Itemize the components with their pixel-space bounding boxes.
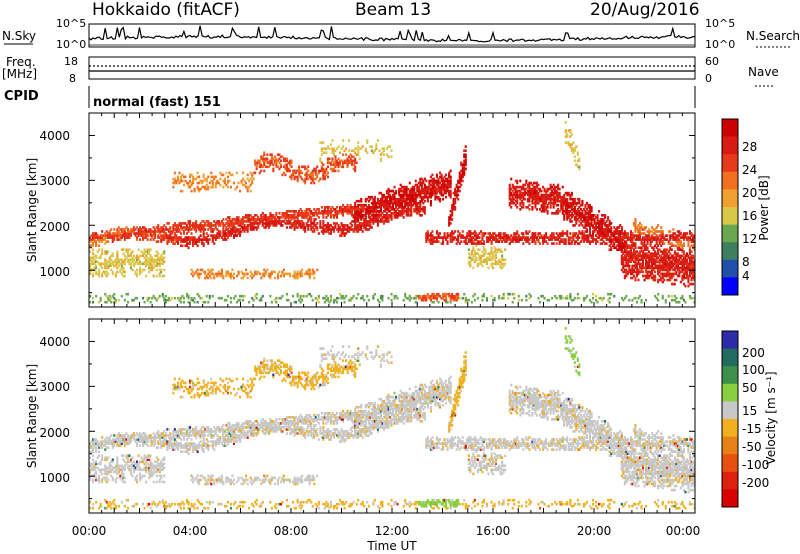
noise-sky-line [88,25,696,43]
vel-cb-15: 15 [742,404,757,418]
noise-search-label: N.Search [746,29,800,43]
power-colorbar-swatch [722,171,738,190]
vel-cb-m15: -15 [742,422,762,436]
vel-cb-200: 200 [742,346,765,360]
power-colorbar-swatch [722,277,738,296]
frequency-panel: Freq. [MHz] 18 8 60 0 Nave [2,55,779,87]
velocity-colorbar-swatch [722,348,738,367]
velocity-panel: Slant Range [km] 4000 3000 2000 1000 [25,318,696,514]
xtick-1600: 16:00 [476,524,511,538]
x-axis-labels: 00:00 04:00 08:00 12:00 16:00 20:00 00:0… [72,524,701,553]
velocity-heatmap-cells [89,327,695,510]
date-title: 20/Aug/2016 [590,0,700,20]
velocity-colorbar-swatch [722,489,738,508]
noise-tick-high-left: 10^5 [56,17,86,30]
power-colorbar-label: Power [dB] [757,175,771,240]
xtick-2400: 00:00 [666,524,701,538]
velocity-ytick-2000: 2000 [39,426,70,440]
cpid-text: normal (fast) 151 [93,95,221,110]
velocity-colorbar-swatch [722,331,738,349]
velocity-axes [88,318,696,513]
power-colorbar-swatch [722,119,738,137]
velocity-colorbar-swatch [722,401,738,420]
noise-sky-label: N.Sky [2,29,36,43]
nave-tick-low: 0 [705,72,712,85]
power-axes [88,112,696,307]
velocity-colorbar-swatch [722,419,738,437]
power-panel: Slant Range [km] 4000 3000 2000 1000 [25,112,696,308]
nave-tick-high: 60 [705,55,719,68]
vel-cb-100: 100 [742,363,765,377]
noise-tick-high-right: 10^5 [705,17,735,30]
velocity-colorbar-swatch [722,366,738,385]
velocity-colorbar: Velocity [m s⁻¹] 200 100 50 15 -15 -50 -… [721,330,778,508]
vel-cb-m50: -50 [742,440,762,454]
xtick-1200: 12:00 [375,524,410,538]
power-ytick-2000: 2000 [39,220,70,234]
xtick-0800: 08:00 [274,524,309,538]
noise-panel: N.Sky 10^5 10^0 10^5 10^0 N.Search [2,17,800,51]
freq-tick-low: 8 [69,72,76,85]
velocity-colorbar-swatch [722,436,738,455]
velocity-colorbar-label: Velocity [m s⁻¹] [764,371,778,464]
power-heatmap-cells [89,121,695,304]
velocity-ytick-1000: 1000 [39,471,70,485]
xtick-0000: 00:00 [72,524,107,538]
power-cb-24: 24 [742,163,757,177]
velocity-colorbar-swatch [722,454,738,473]
power-cb-16: 16 [742,209,757,223]
power-ytick-3000: 3000 [39,174,70,188]
power-colorbar-swatch [722,259,738,278]
noise-tick-low-right: 10^0 [705,38,735,51]
velocity-ytick-3000: 3000 [39,380,70,394]
power-cb-28: 28 [742,140,757,154]
station-title: Hokkaido (fitACF) [92,0,240,20]
xtick-0400: 04:00 [173,524,208,538]
power-colorbar-swatch [722,136,738,155]
cpid-panel: CPID normal (fast) 151 [4,86,696,110]
noise-tick-low-left: 10^0 [56,38,86,51]
power-ytick-1000: 1000 [39,265,70,279]
beam-title: Beam 13 [355,0,431,20]
vel-cb-50: 50 [742,381,757,395]
velocity-ytick-4000: 4000 [39,335,70,349]
velocity-colorbar-swatch [722,383,738,402]
power-cb-20: 20 [742,186,757,200]
power-colorbar-swatch [722,224,738,243]
freq-tick-high: 18 [64,55,78,68]
freq-label: Freq. [6,55,36,69]
freq-unit-label: [MHz] [2,67,37,81]
power-colorbar-swatch [722,154,738,173]
cpid-label: CPID [4,89,39,104]
power-cb-4: 4 [742,269,750,283]
x-axis-title: Time UT [366,539,417,553]
power-colorbar: Power [dB] 28 24 20 16 12 8 4 [721,118,771,296]
power-ytick-4000: 4000 [39,129,70,143]
velocity-ylabel: Slant Range [km] [25,364,39,468]
xtick-2000: 20:00 [577,524,612,538]
vel-cb-m200: -200 [742,476,769,490]
velocity-colorbar-swatch [722,471,738,490]
power-colorbar-swatch [722,242,738,261]
power-cb-12: 12 [742,232,757,246]
vel-cb-m100: -100 [742,458,769,472]
power-ylabel: Slant Range [km] [25,158,39,262]
power-colorbar-swatch [722,189,738,208]
nave-label: Nave [748,65,779,79]
power-cb-8: 8 [742,255,750,269]
power-colorbar-swatch [722,207,738,225]
